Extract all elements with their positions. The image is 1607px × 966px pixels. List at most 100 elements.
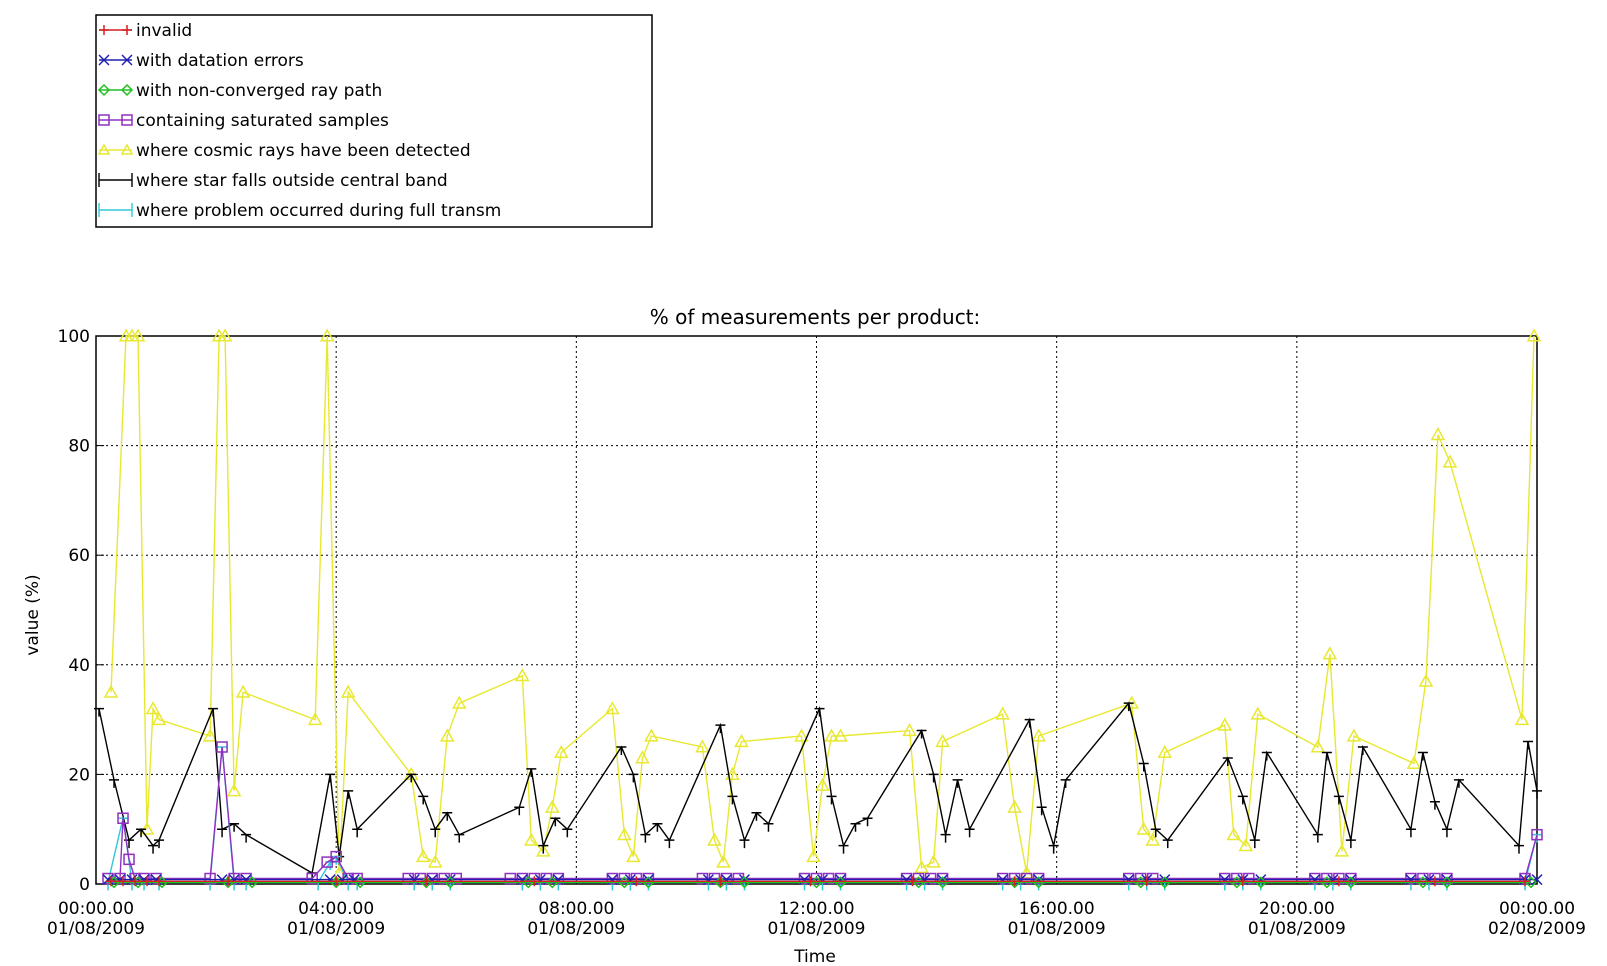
legend-entry: where problem occurred during full trans… xyxy=(98,201,501,221)
data-point-plus xyxy=(421,876,432,887)
data-point-bar xyxy=(229,822,240,832)
data-point-bar xyxy=(1513,844,1524,854)
data-point-square xyxy=(121,114,133,126)
data-point-square xyxy=(1405,872,1417,885)
data-point-triangle xyxy=(427,854,443,868)
data-point-bar xyxy=(1162,839,1173,849)
data-point-triangle xyxy=(617,827,632,841)
data-point-triangle xyxy=(995,706,1010,720)
data-point-triangle xyxy=(1157,744,1173,759)
data-point-bar xyxy=(964,828,975,838)
data-point-bar xyxy=(526,768,537,777)
x-tick-label: 08:00.00 01/08/2009 xyxy=(527,899,625,939)
data-point-bar xyxy=(562,828,573,838)
data-point-bar xyxy=(1237,795,1248,805)
legend-label: invalid xyxy=(136,21,192,41)
data-point-bar xyxy=(751,812,762,821)
data-point-square xyxy=(1345,872,1357,885)
data-point-triangle xyxy=(120,143,134,155)
data-point-bar xyxy=(1405,828,1416,838)
data-point-triangle xyxy=(824,728,839,742)
data-point-bar xyxy=(1345,839,1356,849)
data-point-plus xyxy=(130,876,141,887)
data-point-triangle xyxy=(935,733,950,748)
data-point-triangle xyxy=(545,799,560,813)
data-point-triangle xyxy=(331,865,347,879)
data-point-square xyxy=(1309,872,1321,885)
data-point-triangle xyxy=(914,860,929,874)
data-point-bar xyxy=(916,729,927,739)
legend-entry: containing saturated samples xyxy=(98,111,389,131)
data-point-square xyxy=(98,114,110,126)
data-point-bar xyxy=(94,707,105,717)
data-point-plus xyxy=(1141,876,1152,887)
x-tick-label: 12:00.00 01/08/2009 xyxy=(768,899,866,939)
series-line xyxy=(110,335,1535,874)
legend-entry: where cosmic rays have been detected xyxy=(97,141,471,161)
data-point-bar xyxy=(154,839,165,849)
data-point-triangle xyxy=(1250,706,1266,720)
data-point-bar xyxy=(715,724,726,734)
data-point-bar xyxy=(1441,828,1452,838)
data-point-bar xyxy=(148,844,159,854)
data-point-bar xyxy=(343,790,354,799)
data-point-triangle xyxy=(926,854,941,868)
legend-entry: invalid xyxy=(99,21,192,41)
data-point-bar xyxy=(952,779,963,788)
data-point-bar xyxy=(1222,757,1233,766)
data-point-bar xyxy=(1123,702,1134,712)
data-point-bar xyxy=(850,822,861,832)
data-point-bar xyxy=(826,795,837,805)
y-tick-label: 20 xyxy=(68,765,90,785)
data-point-triangle xyxy=(1430,427,1446,441)
data-point-plus xyxy=(106,876,117,887)
data-point-plus xyxy=(99,25,109,35)
data-point-square xyxy=(798,872,811,885)
data-point-bar xyxy=(1522,740,1533,750)
data-point-triangle xyxy=(1334,843,1350,857)
x-tick-label: 20:00.00 01/08/2009 xyxy=(1248,899,1346,939)
data-point-bar xyxy=(616,746,627,755)
data-point-triangle xyxy=(725,766,740,780)
data-point-plus xyxy=(154,876,165,887)
data-point-plus xyxy=(223,876,234,887)
series-line xyxy=(98,701,1538,875)
data-point-plus xyxy=(805,876,816,887)
x-tick-label: 16:00.00 01/08/2009 xyxy=(1008,899,1106,939)
data-point-triangle xyxy=(103,684,119,698)
data-point-square xyxy=(1441,872,1453,885)
data-point-bar xyxy=(763,822,774,832)
y-tick-label: 100 xyxy=(58,327,90,347)
series-0 xyxy=(106,876,1530,887)
data-point-bar xyxy=(628,773,639,783)
data-point-bar xyxy=(1261,751,1272,761)
data-point-bar xyxy=(862,817,873,827)
x-tick-label: 04:00.00 01/08/2009 xyxy=(287,899,385,939)
data-point-bar xyxy=(241,833,252,843)
data-point-square xyxy=(606,872,619,885)
data-point-bar xyxy=(550,817,561,827)
data-point-square xyxy=(123,853,135,866)
data-point-triangle xyxy=(202,728,218,742)
data-point-triangle xyxy=(151,712,167,726)
legend-label: with datation errors xyxy=(136,51,304,71)
data-point-bar xyxy=(538,844,549,854)
data-point-square xyxy=(642,872,655,885)
data-point-square xyxy=(1219,872,1231,885)
data-point-triangle xyxy=(794,728,809,742)
legend-label: where problem occurred during full trans… xyxy=(136,201,501,221)
data-point-x xyxy=(121,54,133,66)
data-point-bar xyxy=(109,779,120,788)
data-point-bar xyxy=(1138,762,1149,772)
data-point-triangle xyxy=(1145,832,1161,846)
legend-label: where star falls outside central band xyxy=(136,171,448,191)
data-point-bar xyxy=(430,828,441,838)
data-point-plus xyxy=(118,876,129,887)
data-point-bar xyxy=(1048,844,1059,854)
data-point-diamond xyxy=(97,83,111,97)
data-point-triangle xyxy=(217,328,233,342)
data-point-square xyxy=(306,872,318,885)
plot-area: 0 20 40 60 80 100 00:00.00 01/08/2009 04:00.00 0… xyxy=(47,327,1586,939)
data-point-triangle xyxy=(130,328,146,342)
data-point-bar xyxy=(1453,779,1464,788)
